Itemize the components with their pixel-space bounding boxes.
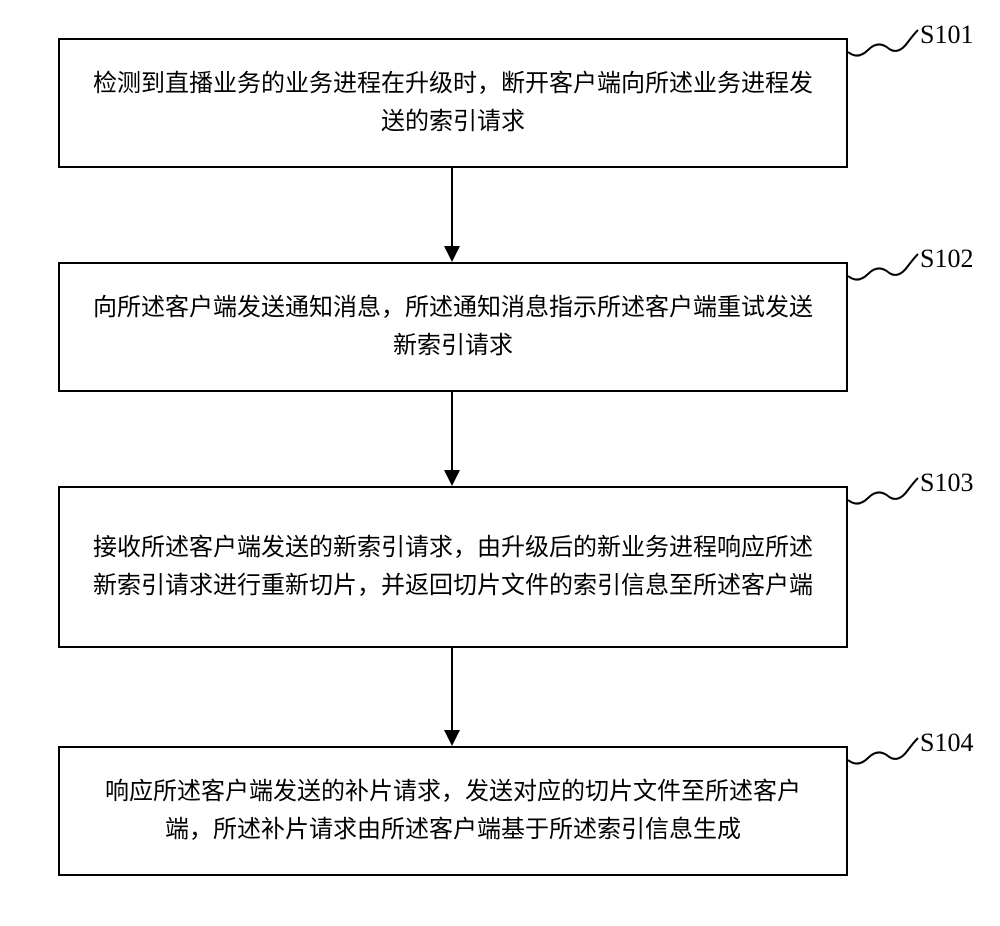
connector-s104	[0, 0, 1000, 926]
label-s104: S104	[920, 728, 973, 758]
flowchart-container: 检测到直播业务的业务进程在升级时，断开客户端向所述业务进程发送的索引请求 向所述…	[0, 0, 1000, 926]
